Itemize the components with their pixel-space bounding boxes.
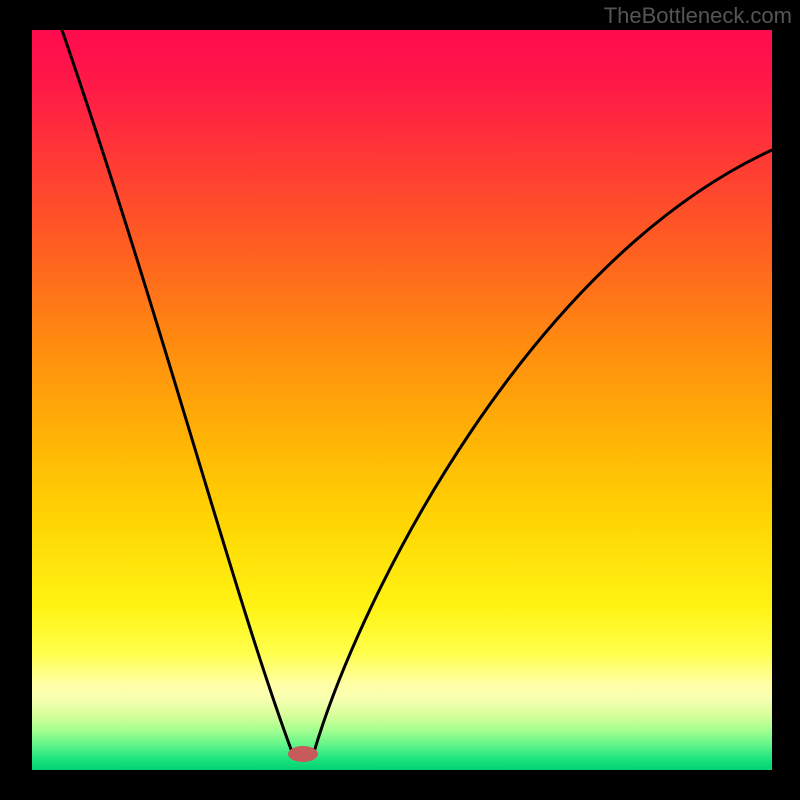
bottleneck-curve — [32, 30, 772, 770]
watermark-text: TheBottleneck.com — [604, 3, 792, 29]
curve-path — [62, 30, 772, 752]
optimum-marker — [288, 746, 318, 762]
chart-plot-area — [32, 30, 772, 770]
